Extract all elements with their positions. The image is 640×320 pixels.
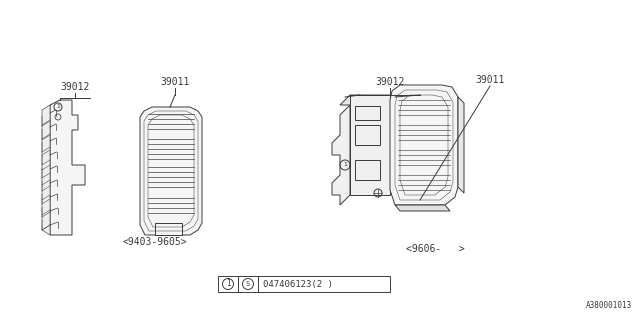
Text: 1: 1: [56, 105, 60, 109]
Text: 39011: 39011: [476, 75, 505, 85]
Bar: [355, 106, 380, 120]
Text: 1: 1: [226, 279, 230, 289]
Polygon shape: [395, 205, 450, 211]
Bar: [355, 160, 380, 180]
Bar: [218, 276, 390, 292]
Text: 39012: 39012: [375, 77, 404, 87]
Text: 39011: 39011: [160, 77, 189, 87]
Polygon shape: [332, 105, 350, 205]
Polygon shape: [458, 97, 464, 193]
Polygon shape: [340, 95, 395, 105]
Text: <9606-   >: <9606- >: [406, 244, 465, 254]
Polygon shape: [50, 100, 85, 235]
Text: <9403-9605>: <9403-9605>: [123, 237, 188, 247]
Text: S: S: [246, 281, 250, 287]
Polygon shape: [155, 223, 182, 235]
Text: 39012: 39012: [60, 82, 90, 92]
Polygon shape: [42, 105, 50, 235]
Polygon shape: [140, 107, 202, 235]
Text: A380001013: A380001013: [586, 301, 632, 310]
Polygon shape: [350, 95, 390, 195]
Polygon shape: [390, 85, 458, 205]
Text: 047406123(2 ): 047406123(2 ): [263, 279, 333, 289]
Text: 1: 1: [343, 163, 347, 167]
Bar: [355, 125, 380, 145]
